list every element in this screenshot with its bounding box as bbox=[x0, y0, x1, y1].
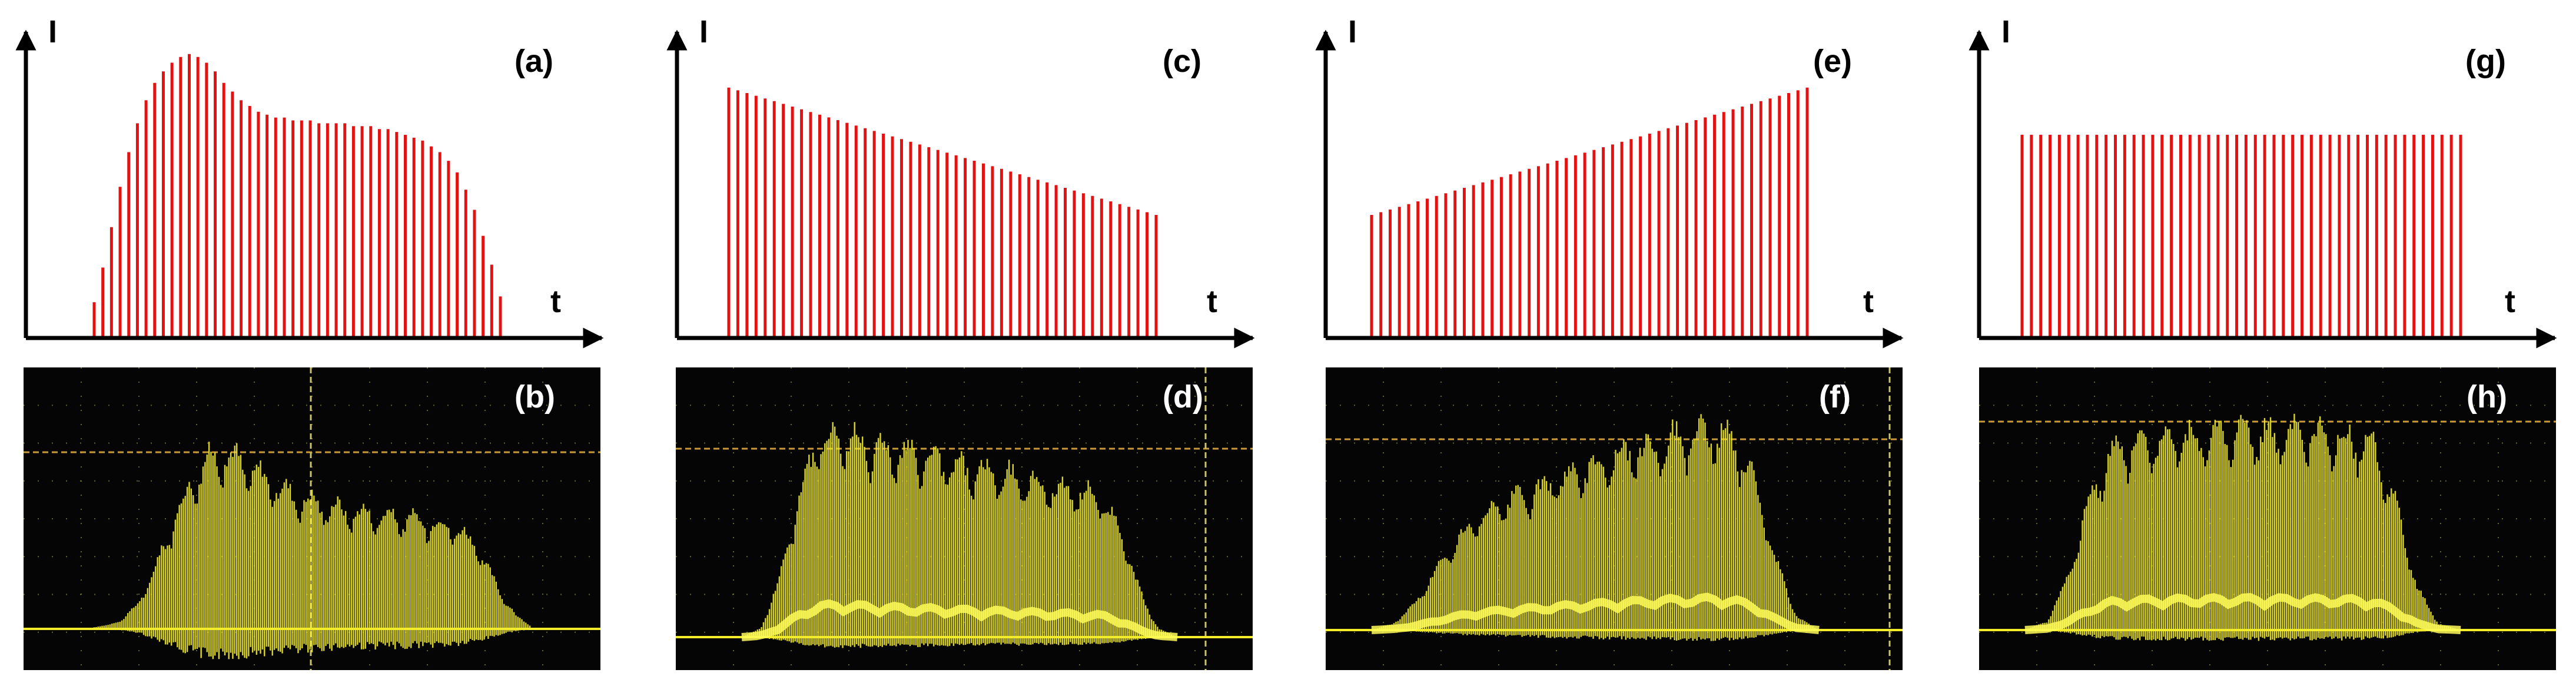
panel-g-y-label: I bbox=[2001, 14, 2010, 49]
scope-h-label: (h) bbox=[2467, 379, 2507, 415]
scope-b: (b) bbox=[24, 367, 600, 670]
panel-c-label: (c) bbox=[1163, 44, 1201, 79]
panel-e-pulses bbox=[1370, 87, 1809, 337]
panel-e-y-label: I bbox=[1348, 14, 1357, 49]
panel-g-label: (g) bbox=[2465, 44, 2506, 79]
scope-h-bright-band bbox=[2024, 593, 2461, 634]
panel-c-pulses bbox=[727, 87, 1158, 337]
scope-b-trace bbox=[24, 442, 600, 659]
scope-h: (h) bbox=[1979, 367, 2556, 670]
panel-a-x-label: t bbox=[550, 284, 561, 319]
panel-e-x-label: t bbox=[1863, 284, 1874, 319]
scope-h-grid bbox=[1979, 367, 2556, 670]
panel-a: I t (a) bbox=[15, 14, 604, 349]
panel-a-y-label: I bbox=[48, 14, 57, 49]
scope-f-bright-band bbox=[1371, 592, 1820, 634]
panel-c-y-label: I bbox=[699, 14, 708, 49]
panel-g-pulses bbox=[2020, 134, 2462, 337]
scope-f-label: (f) bbox=[1819, 379, 1851, 415]
scope-d-label: (d) bbox=[1163, 379, 1203, 415]
panel-a-pulses bbox=[92, 54, 502, 337]
panel-e: I t (e) bbox=[1315, 14, 1904, 349]
panel-c: I t (c) bbox=[666, 14, 1255, 349]
panel-g: I t (g) bbox=[1968, 14, 2557, 349]
scope-d-trace bbox=[676, 422, 1253, 648]
scope-d: (d) bbox=[676, 367, 1253, 670]
scope-f-trace bbox=[1326, 414, 1903, 641]
scope-h-trace bbox=[1979, 413, 2556, 641]
scope-f: (f) bbox=[1326, 367, 1903, 670]
panel-e-label: (e) bbox=[1813, 44, 1852, 79]
panel-g-x-label: t bbox=[2505, 284, 2515, 319]
scope-b-label: (b) bbox=[514, 379, 555, 415]
panel-c-x-label: t bbox=[1207, 284, 1217, 319]
panel-a-label: (a) bbox=[514, 44, 553, 79]
scope-d-bright-band bbox=[741, 599, 1178, 641]
